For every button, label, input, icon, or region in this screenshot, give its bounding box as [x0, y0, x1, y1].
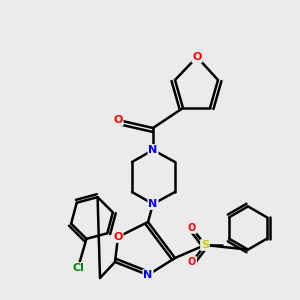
Text: N: N: [143, 270, 153, 280]
Text: Cl: Cl: [72, 263, 84, 273]
Text: O: O: [113, 115, 123, 125]
Text: S: S: [201, 240, 209, 250]
Text: O: O: [113, 232, 123, 242]
Text: O: O: [192, 52, 202, 62]
Text: O: O: [188, 223, 196, 233]
Text: N: N: [148, 199, 158, 209]
Text: N: N: [148, 145, 158, 155]
Text: O: O: [188, 257, 196, 267]
